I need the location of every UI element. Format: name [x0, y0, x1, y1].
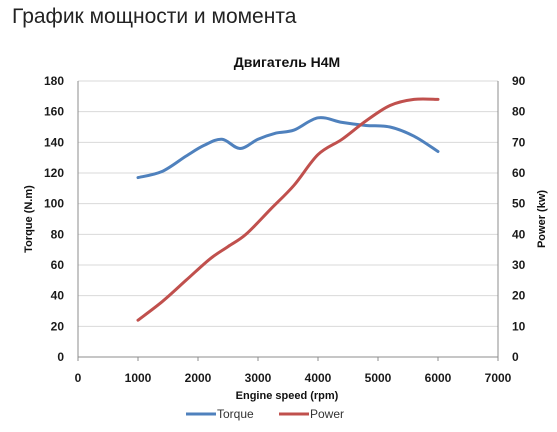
y2-tick-label: 50	[512, 197, 526, 211]
y2-tick-label: 60	[512, 166, 526, 180]
x-tick-label: 0	[75, 371, 82, 385]
series-lines	[136, 97, 440, 322]
legend: Torque Power	[186, 407, 344, 421]
y2-axis-label: Power (kw)	[536, 190, 548, 248]
chart-title: Двигатель H4M	[234, 54, 340, 70]
y-axis-label: Torque (N.m)	[23, 185, 35, 253]
y2-tick-label: 10	[512, 319, 526, 333]
y2-tick-label: 80	[512, 105, 526, 119]
y-tick-label: 120	[44, 166, 64, 180]
x-tick-label: 6000	[425, 371, 452, 385]
x-tick-label: 7000	[485, 371, 512, 385]
y2-tick-label: 0	[512, 350, 519, 364]
y-tick-label: 140	[44, 135, 64, 149]
x-tick-label: 3000	[245, 371, 272, 385]
y-tick-label: 160	[44, 105, 64, 119]
y-tick-label: 40	[51, 289, 65, 303]
y-tick-label: 80	[51, 227, 65, 241]
gridlines	[78, 80, 498, 327]
page-heading: График мощности и момента	[12, 5, 297, 28]
legend-label-torque: Torque	[217, 407, 254, 421]
x-tick-label: 4000	[305, 371, 332, 385]
legend-label-power: Power	[310, 407, 344, 421]
x-tick-label: 1000	[125, 371, 152, 385]
y-tick-label: 60	[51, 258, 65, 272]
y-tick-label: 20	[51, 319, 65, 333]
tick-labels: 0 20 40 60 80 100 120 140 160 180 0 10 20 30 40 50 60 70 8…	[44, 74, 526, 385]
y2-tick-label: 20	[512, 289, 526, 303]
y-tick-label: 100	[44, 197, 64, 211]
x-axis-label: Engine speed (rpm)	[236, 390, 339, 402]
y-tick-label: 0	[57, 350, 64, 364]
x-tick-label: 5000	[365, 371, 392, 385]
y2-tick-label: 30	[512, 258, 526, 272]
y-tick-label: 180	[44, 74, 64, 88]
series-line-torque	[136, 116, 440, 180]
y2-tick-label: 90	[512, 74, 526, 88]
y2-tick-label: 40	[512, 227, 526, 241]
x-tick-label: 2000	[185, 371, 212, 385]
y2-tick-label: 70	[512, 135, 526, 149]
series-line-power	[136, 97, 440, 322]
axes	[77, 81, 499, 361]
